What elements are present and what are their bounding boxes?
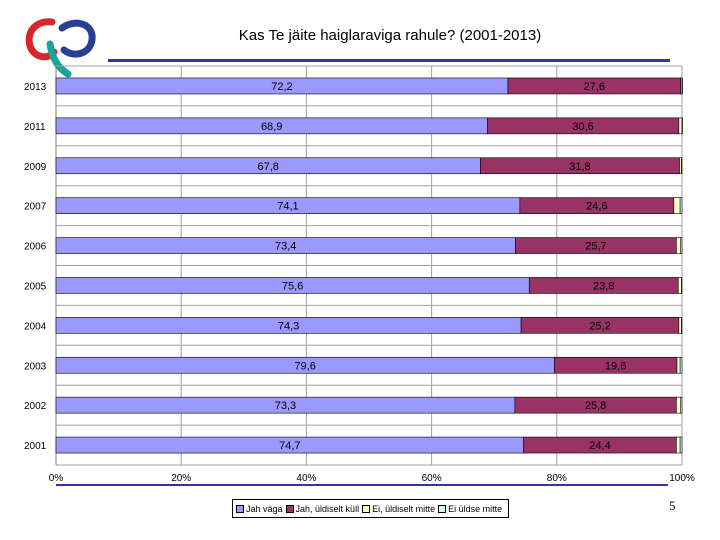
page-number: 5 [669, 498, 676, 513]
data-label: 25,7 [585, 241, 606, 253]
page-title: Kas Te jäite haiglaraviga rahule? (2001-… [238, 27, 542, 44]
y-tick-label: 2005 [24, 281, 47, 292]
data-label: 67,8 [258, 161, 279, 173]
bar-segment [681, 77, 683, 95]
x-tick-label: 40% [296, 473, 316, 484]
legend-swatch [236, 504, 244, 513]
y-tick-label: 2002 [24, 401, 47, 412]
bar-segment [681, 157, 683, 175]
data-label: 74,3 [278, 320, 299, 332]
bar-segment [680, 396, 683, 414]
data-label: 75,6 [282, 280, 303, 292]
data-label: 68,9 [261, 121, 282, 133]
data-label: 25,8 [585, 400, 606, 412]
data-label: 25,2 [589, 320, 610, 332]
bar-segment [678, 317, 682, 334]
x-tick-label: 0% [49, 473, 64, 484]
y-tick-label: 2004 [24, 321, 47, 332]
logo [25, 18, 96, 78]
data-label: 24,4 [589, 440, 610, 452]
data-label: 73,4 [275, 241, 296, 253]
legend-item: Ei üldse mitte [438, 504, 502, 514]
bar-segment [681, 317, 683, 334]
axis-rule [56, 484, 668, 486]
bar-segment [676, 356, 681, 374]
data-label: 30,6 [572, 121, 593, 133]
bar-segment [678, 117, 683, 135]
data-label: 79,6 [294, 360, 315, 372]
chart-legend: Jah väga Jah, üldiselt küll Ei, üldiselt m… [232, 499, 510, 518]
bar-segment [676, 436, 681, 454]
legend-label: Ei, üldiselt mitte [372, 503, 436, 514]
y-tick-label: 2009 [24, 162, 47, 173]
legend-swatch [362, 504, 371, 513]
data-label: 73,3 [275, 400, 296, 412]
legend-item: Jah, üldiselt küll [285, 503, 360, 514]
title-rule [108, 59, 670, 62]
data-label: 72,2 [271, 81, 292, 93]
legend-label: Jah väga [246, 503, 283, 514]
bar-segment [676, 396, 682, 414]
x-tick-label: 60% [422, 473, 442, 484]
legend-item: Jah väga [236, 504, 283, 514]
data-label: 23,8 [593, 280, 614, 292]
bar-segment [679, 356, 683, 374]
data-label: 74,1 [277, 201, 298, 213]
legend-swatch [438, 504, 447, 513]
y-tick-label: 2013 [24, 82, 47, 93]
legend-item: Ei, üldiselt mitte [362, 504, 435, 514]
data-label: 19,6 [605, 360, 626, 372]
bar-segment [673, 197, 681, 214]
data-label: 74,7 [279, 440, 300, 452]
y-tick-label: 2001 [24, 441, 47, 452]
bar-segment [679, 197, 683, 214]
y-tick-label: 2007 [24, 202, 47, 213]
y-tick-label: 2006 [24, 242, 47, 253]
legend-swatch [285, 504, 294, 513]
data-label: 31,8 [569, 161, 590, 173]
legend-label: Ei üldse mitte [448, 503, 503, 514]
data-label: 27,6 [584, 81, 605, 93]
bar-segment [681, 277, 683, 294]
x-tick-label: 20% [171, 473, 191, 484]
bar-segment [676, 237, 682, 254]
bar-segment [677, 277, 682, 294]
bar-segment [679, 436, 683, 454]
bar-segment [680, 237, 683, 254]
x-tick-label: 100% [669, 473, 695, 484]
bar-segment [681, 117, 683, 135]
legend-label: Jah, üldiselt küll [295, 503, 360, 514]
data-label: 24,6 [586, 201, 607, 213]
y-tick-label: 2011 [24, 122, 46, 133]
y-tick-label: 2003 [24, 361, 47, 372]
x-tick-label: 80% [547, 473, 567, 484]
